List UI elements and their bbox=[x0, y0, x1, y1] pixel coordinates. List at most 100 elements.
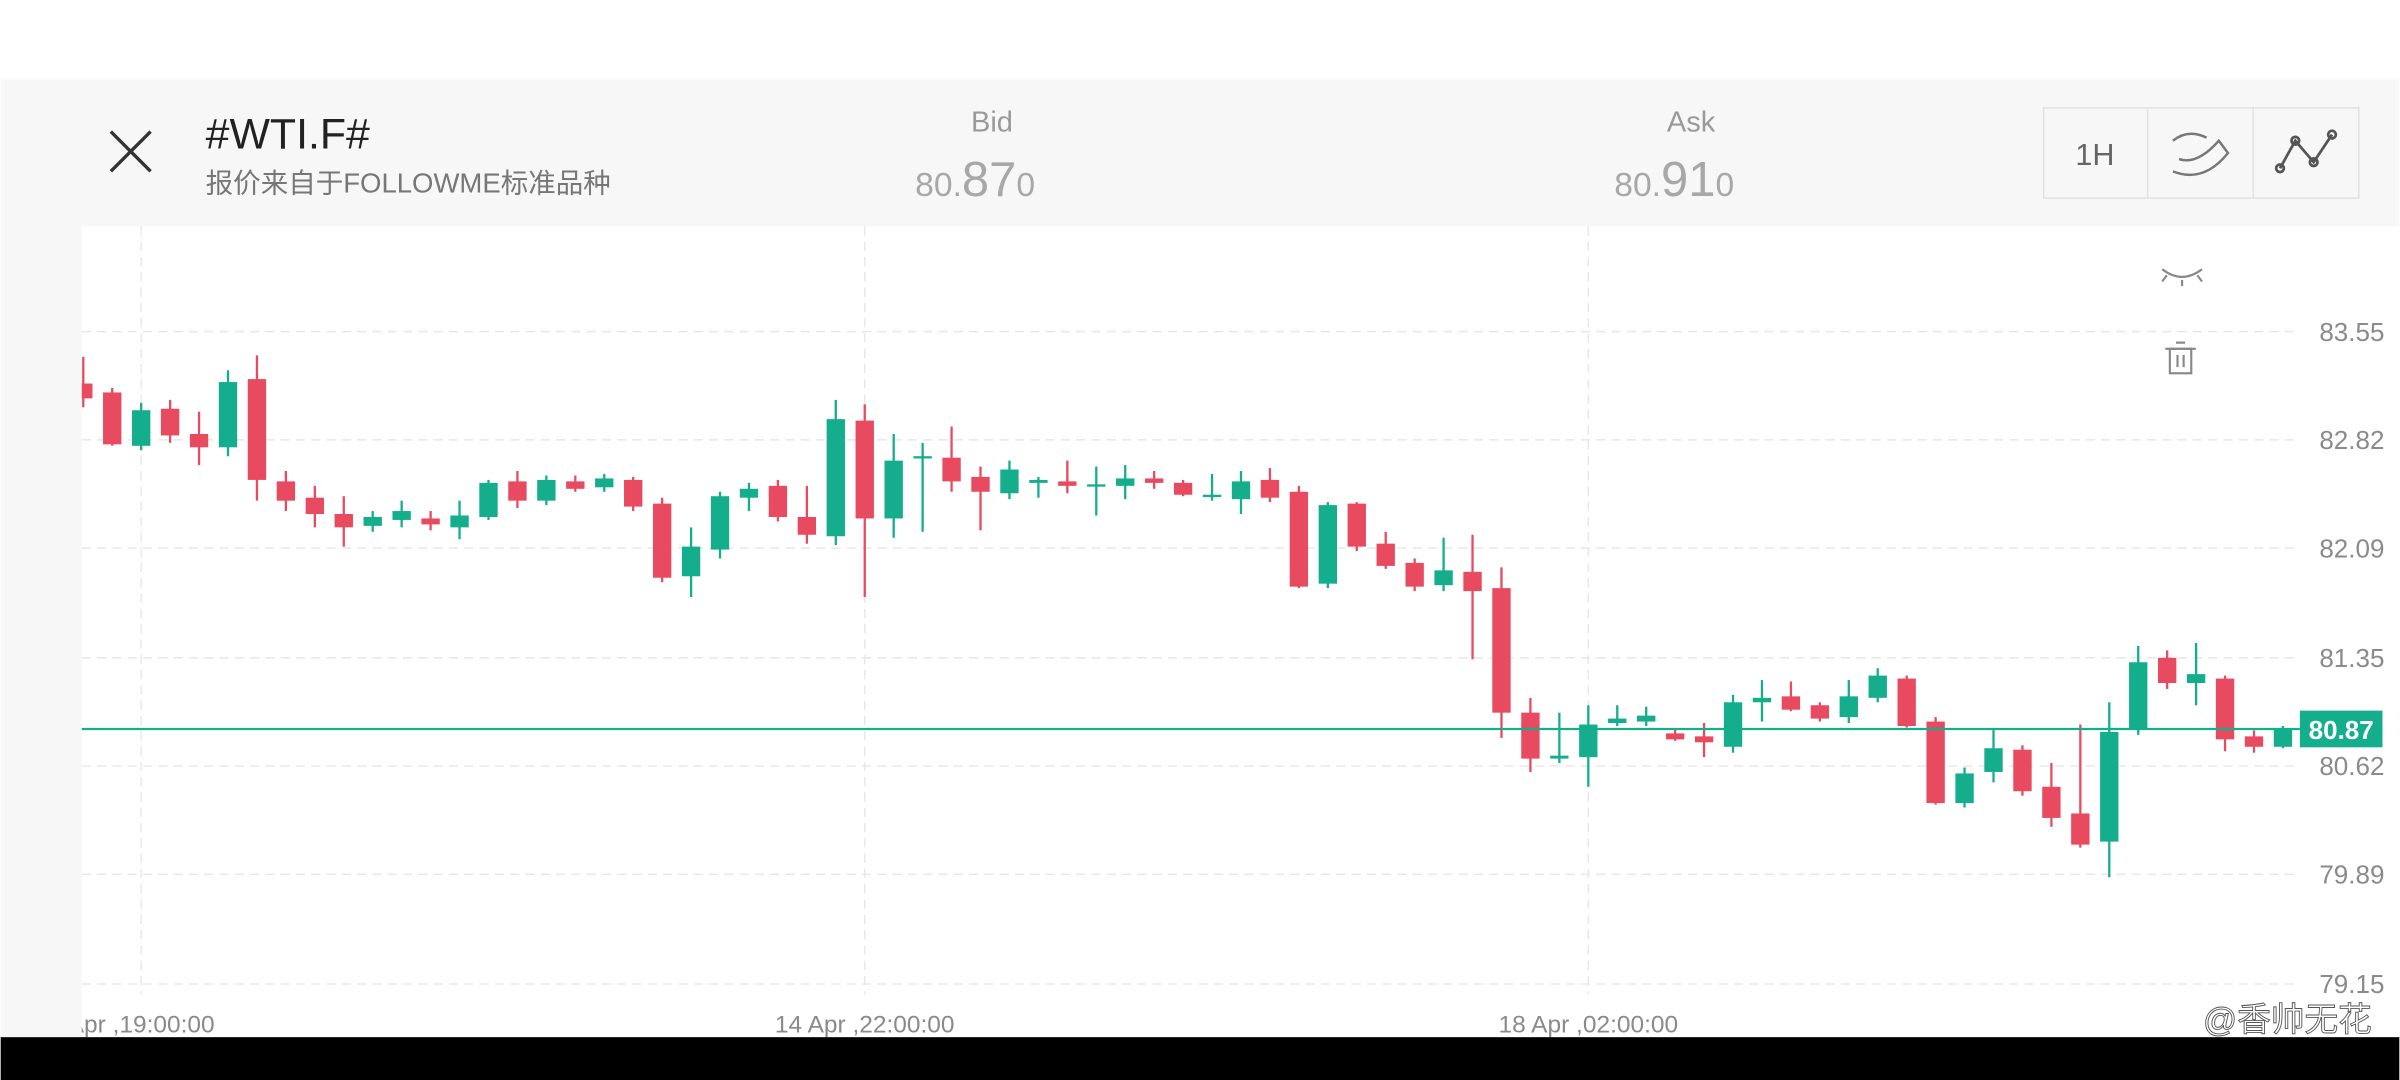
candle-body bbox=[1694, 736, 1714, 743]
candle-body bbox=[1868, 675, 1887, 698]
candle-body bbox=[971, 476, 990, 492]
bid-suffix: 0 bbox=[1016, 167, 1035, 204]
candle-body bbox=[710, 496, 730, 550]
candle-body bbox=[276, 481, 296, 501]
candle-body bbox=[1116, 478, 1135, 486]
candle-body bbox=[392, 511, 411, 520]
nav-bar bbox=[0, 1037, 2400, 1080]
candle-body bbox=[1810, 705, 1830, 719]
candle-body bbox=[1144, 478, 1164, 483]
close-button[interactable] bbox=[109, 130, 152, 173]
symbol-subtitle: 报价来自于FOLLOWME标准品种 bbox=[206, 168, 611, 199]
y-tick-label: 80.62 bbox=[2319, 751, 2384, 781]
candle-body bbox=[2129, 662, 2148, 729]
indicator-button[interactable] bbox=[2274, 129, 2338, 174]
candle-body bbox=[508, 481, 527, 501]
candle-body bbox=[1087, 484, 1106, 487]
candle-body bbox=[884, 460, 903, 519]
candle-body bbox=[189, 433, 209, 448]
candle-body bbox=[1897, 678, 1916, 727]
candle-body bbox=[305, 497, 325, 515]
candle-body bbox=[247, 379, 267, 480]
x-tick-label: 18 Apr ,02:00:00 bbox=[1499, 1012, 1679, 1039]
y-tick-label: 82.82 bbox=[2319, 425, 2384, 455]
candle-body bbox=[1260, 479, 1280, 498]
bid-prefix: 80. bbox=[915, 167, 962, 204]
candle-body bbox=[1058, 481, 1077, 486]
candle-body bbox=[103, 392, 122, 445]
last-price-label: 80.87 bbox=[2309, 715, 2374, 745]
candle-body bbox=[1434, 570, 1453, 586]
overlay: 80.87 bbox=[81, 710, 2383, 748]
candle-body bbox=[942, 457, 961, 482]
hide-icon[interactable] bbox=[2161, 268, 2203, 287]
ask-prefix: 80. bbox=[1614, 167, 1661, 204]
candle-body bbox=[2244, 736, 2264, 747]
watermark: @香帅无花 bbox=[2203, 1001, 2372, 1039]
candle-body bbox=[479, 482, 498, 517]
candle-body bbox=[2186, 674, 2206, 684]
candle-body bbox=[1318, 505, 1338, 584]
candle-body bbox=[2100, 731, 2119, 842]
candle-body bbox=[1405, 562, 1424, 587]
candle-body bbox=[1955, 773, 1974, 804]
candle-body bbox=[1231, 481, 1251, 500]
candle-body bbox=[363, 516, 382, 526]
candle-body bbox=[566, 481, 585, 489]
candle-body bbox=[218, 382, 238, 448]
y-tick-label: 79.89 bbox=[2319, 859, 2384, 889]
x-tick-label: 14 Apr ,22:00:00 bbox=[775, 1012, 955, 1039]
candle-body bbox=[624, 479, 643, 507]
candle-body bbox=[1665, 733, 1685, 740]
candle-body bbox=[652, 503, 672, 578]
candle-body bbox=[1839, 696, 1858, 718]
period-button[interactable]: 1H bbox=[2075, 138, 2114, 172]
bid-big: 87 bbox=[962, 153, 1016, 207]
candle-body bbox=[1637, 715, 1656, 722]
grid: 83.55 82.82 82.09 81.35 80.62 79.89 79.15 Apr ,… bbox=[68, 226, 2384, 1039]
candle-body bbox=[1289, 491, 1309, 587]
candle-body bbox=[537, 479, 556, 501]
candle-body bbox=[1608, 718, 1627, 724]
candle-body bbox=[1579, 724, 1598, 758]
candle-body bbox=[1550, 755, 1569, 759]
last-price-tag bbox=[2299, 710, 2383, 748]
candle-body bbox=[1347, 503, 1366, 547]
draw-tool-button[interactable] bbox=[2172, 132, 2230, 176]
candle-body bbox=[2273, 728, 2293, 747]
candle-body bbox=[1752, 697, 1772, 703]
ask-price: 80.910 bbox=[1614, 153, 1734, 207]
candle-body bbox=[1173, 482, 1193, 495]
candle-body bbox=[1723, 702, 1743, 747]
y-tick-label: 81.35 bbox=[2319, 643, 2384, 673]
candle-body bbox=[797, 516, 817, 535]
candle-body bbox=[768, 485, 788, 517]
candle-body bbox=[681, 546, 701, 577]
symbol-title: #WTI.F# bbox=[206, 110, 370, 158]
candle-body bbox=[1376, 543, 1395, 566]
candle-body bbox=[1492, 588, 1511, 713]
candle-body bbox=[1521, 712, 1540, 759]
candle-body bbox=[2071, 813, 2090, 845]
y-tick-label: 82.09 bbox=[2319, 533, 2384, 563]
candle-body bbox=[1202, 494, 1222, 498]
candle-body bbox=[913, 456, 932, 459]
candle-body bbox=[2042, 786, 2061, 818]
candle-body bbox=[1984, 748, 2003, 772]
chart-area bbox=[81, 226, 2400, 1038]
delete-icon[interactable] bbox=[2165, 341, 2196, 375]
status-bar bbox=[0, 0, 2400, 80]
candle-body bbox=[1000, 469, 1019, 494]
bid-label: Bid bbox=[971, 107, 1013, 139]
candle-body bbox=[131, 410, 151, 446]
candle-body bbox=[160, 408, 180, 436]
candle-body bbox=[1463, 571, 1482, 592]
y-tick-label: 83.55 bbox=[2319, 317, 2384, 347]
candle-body bbox=[855, 420, 874, 519]
candle-body bbox=[334, 514, 353, 528]
candle-body bbox=[1029, 479, 1048, 483]
y-tick-label: 79.15 bbox=[2319, 969, 2384, 999]
x-tick-label: Apr ,19:00:00 bbox=[68, 1012, 215, 1039]
